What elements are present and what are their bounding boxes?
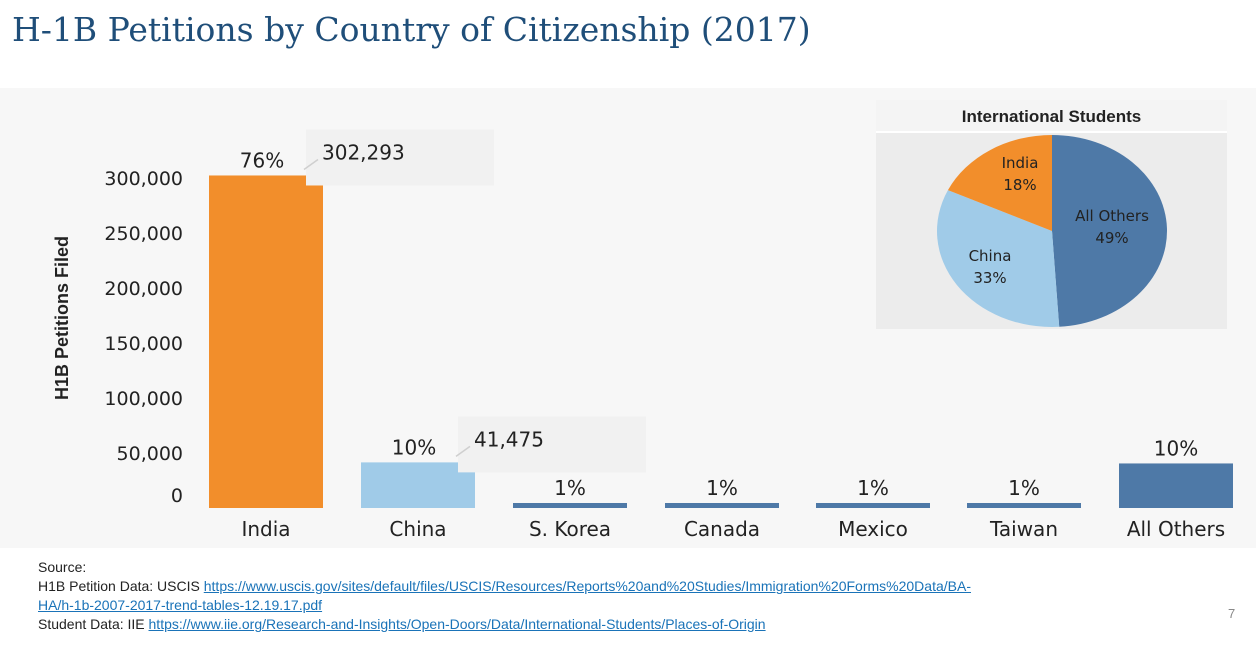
y-axis-label: H1B Petitions Filed [52, 236, 72, 400]
percent-label: 1% [857, 476, 889, 500]
h1b-source-line-2: HA/h-1b-2007-2017-trend-tables-12.19.17.… [38, 596, 1248, 615]
pie-panel: International Students All Others 49% Chin… [876, 100, 1227, 329]
callout-leader [455, 445, 471, 457]
pie-title: International Students [876, 100, 1227, 133]
percent-label: 1% [706, 476, 738, 500]
slide-title: H-1B Petitions by Country of Citizenship… [12, 10, 811, 49]
bar-mexico [816, 503, 930, 508]
pie-slice-china [937, 190, 1060, 327]
callout-leader [303, 158, 319, 171]
bar-india [209, 175, 323, 508]
value-callout: 302,293 [322, 140, 405, 164]
x-tick-label: S. Korea [529, 517, 611, 541]
source-notes: Source: H1B Petition Data: USCIS https:/… [38, 558, 1248, 634]
h1b-source-prefix: H1B Petition Data: USCIS [38, 578, 204, 594]
x-tick-label: China [389, 517, 446, 541]
page-number: 7 [1228, 606, 1236, 621]
student-source-prefix: Student Data: IIE [38, 616, 149, 632]
y-tick-label: 0 [171, 485, 183, 507]
bar-china [361, 462, 475, 508]
y-tick-label: 150,000 [104, 333, 183, 355]
source-heading: Source: [38, 559, 87, 575]
y-tick-label: 250,000 [104, 223, 183, 245]
callout-box [458, 416, 646, 473]
pie-slice-label: All Others [1075, 207, 1149, 225]
x-tick-label: Mexico [838, 517, 908, 541]
pie-chart: All Others 49% China 33% India 18% [937, 135, 1167, 327]
x-tick-label: Taiwan [989, 517, 1058, 541]
y-tick-label: 50,000 [117, 443, 183, 465]
percent-label: 76% [240, 148, 284, 172]
pie-slice-percent: 18% [1003, 176, 1036, 194]
percent-label: 10% [392, 435, 436, 459]
pie-slice-percent: 49% [1095, 229, 1128, 247]
bar-s-korea [513, 503, 627, 508]
pie-slice-percent: 33% [973, 269, 1006, 287]
x-tick-label: All Others [1127, 517, 1225, 541]
pie-slice-label: China [969, 247, 1012, 265]
h1b-source-link[interactable]: https://www.uscis.gov/sites/default/file… [203, 578, 971, 594]
bar-taiwan [967, 503, 1081, 508]
pie-slice-label: India [1002, 154, 1039, 172]
bar-chart: H1B Petitions Filed 0 50,000 100,000 150,000… [52, 129, 1233, 541]
pie-slice-india [947, 135, 1052, 231]
callout-box [306, 129, 494, 186]
percent-label: 1% [1008, 476, 1040, 500]
student-source-link[interactable]: https://www.iie.org/Research-and-Insight… [148, 616, 766, 632]
chart-area: H1B Petitions Filed 0 50,000 100,000 150,000… [0, 88, 1256, 548]
h1b-source-line: H1B Petition Data: USCIS https://www.usc… [38, 577, 1248, 596]
pie-slice-all-others [1052, 135, 1167, 327]
bar-all-others [1119, 463, 1233, 508]
h1b-source-link-cont[interactable]: HA/h-1b-2007-2017-trend-tables-12.19.17.… [38, 597, 323, 613]
y-tick-label: 300,000 [104, 168, 183, 190]
y-tick-label: 100,000 [104, 388, 183, 410]
percent-label: 1% [554, 476, 586, 500]
x-tick-label: Canada [684, 517, 760, 541]
student-source-line: Student Data: IIE https://www.iie.org/Re… [38, 615, 1248, 634]
y-tick-label: 200,000 [104, 278, 183, 300]
bar-canada [665, 503, 779, 508]
value-callout: 41,475 [474, 427, 544, 451]
x-tick-label: India [241, 517, 290, 541]
percent-label: 10% [1154, 436, 1198, 460]
